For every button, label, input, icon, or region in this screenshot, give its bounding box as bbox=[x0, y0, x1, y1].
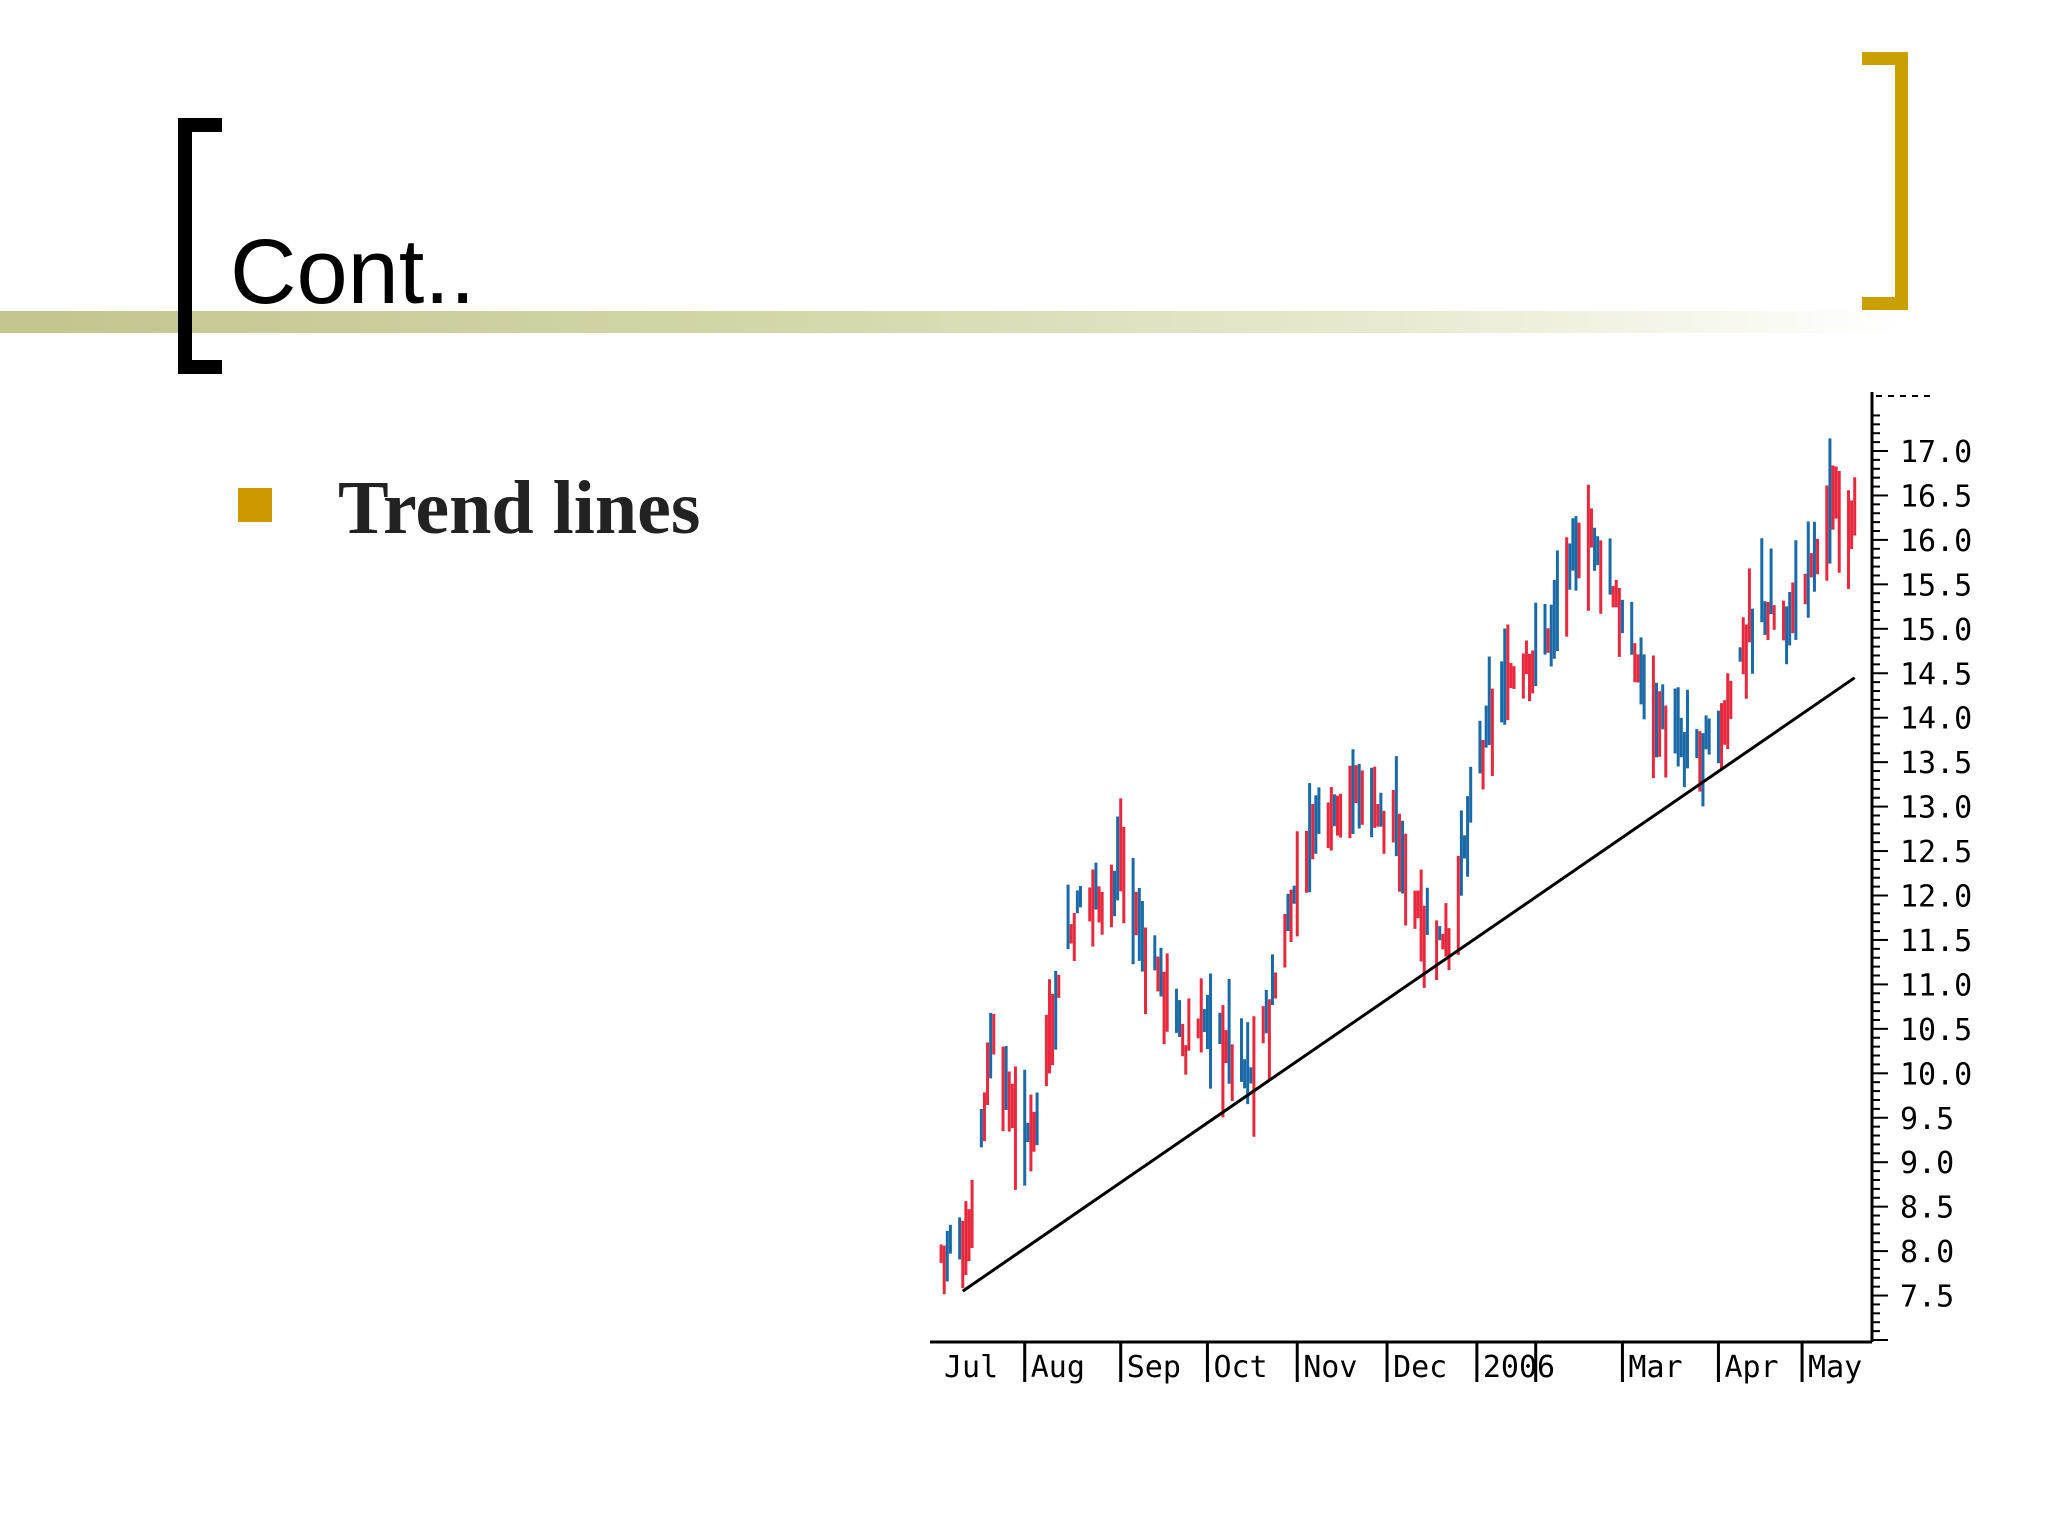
y-tick-label: 15.0 bbox=[1900, 613, 1972, 648]
x-tick-label: Mar bbox=[1628, 1350, 1682, 1385]
y-tick-label: 9.0 bbox=[1900, 1146, 1954, 1181]
x-tick-label: Apr bbox=[1724, 1350, 1778, 1385]
x-tick-label: Sep bbox=[1127, 1350, 1181, 1385]
left-bracket-decoration bbox=[178, 118, 222, 374]
y-tick-label: 13.0 bbox=[1900, 791, 1972, 826]
y-tick-label: 10.0 bbox=[1900, 1057, 1972, 1092]
y-tick-label: 12.0 bbox=[1900, 880, 1972, 915]
x-tick-label: May bbox=[1808, 1350, 1862, 1385]
y-tick-label: 10.5 bbox=[1900, 1013, 1972, 1048]
price-bars bbox=[939, 438, 1857, 1295]
y-tick-label: 16.0 bbox=[1900, 524, 1972, 559]
y-tick-label: 14.0 bbox=[1900, 702, 1972, 737]
y-tick-label: 9.5 bbox=[1900, 1102, 1954, 1137]
title-band bbox=[0, 311, 1900, 333]
y-tick-label: 16.5 bbox=[1900, 479, 1972, 514]
x-tick-label: Dec bbox=[1393, 1350, 1447, 1385]
y-tick-label: 12.5 bbox=[1900, 835, 1972, 870]
slide-title: Cont.. bbox=[230, 221, 476, 323]
x-tick-label: Aug bbox=[1031, 1350, 1085, 1385]
bullet-square-icon bbox=[238, 488, 272, 522]
y-tick-label: 8.0 bbox=[1900, 1235, 1954, 1270]
chart-axes: 7.5 8.0 8.5 9.0 9.5 10.0 10.5 11.0 11.5 12.0 12.5 1… bbox=[930, 392, 1972, 1385]
trend-line bbox=[961, 676, 1856, 1293]
right-bracket-decoration bbox=[1862, 52, 1908, 310]
y-tick-label: 8.5 bbox=[1900, 1191, 1954, 1226]
x-tick-label: 2006 bbox=[1483, 1350, 1555, 1385]
y-tick-label: 13.5 bbox=[1900, 746, 1972, 781]
y-tick-label: 11.5 bbox=[1900, 924, 1972, 959]
y-tick-label: 14.5 bbox=[1900, 657, 1972, 692]
y-tick-label: 15.5 bbox=[1900, 568, 1972, 603]
bullet-text: Trend lines bbox=[338, 466, 701, 550]
x-tick-label: Jul bbox=[944, 1350, 998, 1385]
y-tick-label: 11.0 bbox=[1900, 968, 1972, 1003]
y-tick-label: 17.0 bbox=[1900, 435, 1972, 470]
y-tick-label: 7.5 bbox=[1900, 1280, 1954, 1315]
x-tick-label: Nov bbox=[1303, 1350, 1357, 1385]
x-tick-label: Oct bbox=[1213, 1350, 1267, 1385]
